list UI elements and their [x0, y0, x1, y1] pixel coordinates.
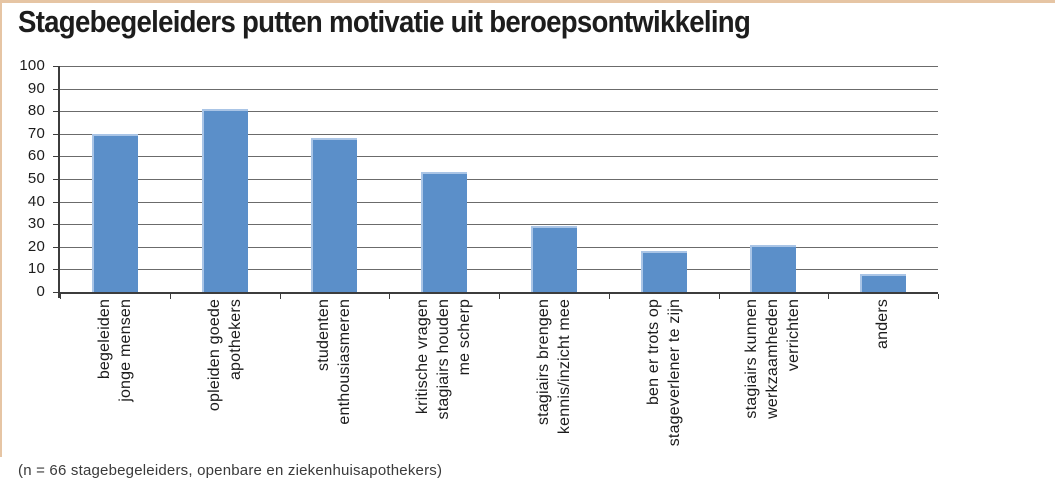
x-axis-label-2: opleiden goede apothekers	[205, 299, 244, 412]
y-axis-tick	[53, 292, 60, 293]
page-border-top	[0, 0, 1055, 3]
y-axis-tick	[53, 134, 60, 135]
y-axis-tick-label: 60	[27, 147, 45, 164]
gridline-60	[60, 156, 938, 157]
chart-title-text: Stagebegeleiders putten motivatie uit be…	[18, 4, 751, 39]
y-axis-tick	[53, 269, 60, 270]
y-axis-tick-label: 20	[27, 238, 45, 255]
x-axis-tick	[609, 294, 610, 299]
gridline-40	[60, 202, 938, 203]
bar-2	[201, 109, 248, 292]
x-axis-label-1: begeleiden jonge mensen	[95, 299, 134, 402]
y-axis-tick-label: 90	[27, 80, 45, 97]
x-axis-label-7: stagiairs kunnen werkzaamheden verrichte…	[743, 299, 803, 419]
y-axis-tick-label: 70	[27, 125, 45, 142]
y-axis-tick-label: 10	[27, 260, 45, 277]
gridline-20	[60, 247, 938, 248]
gridline-30	[60, 224, 938, 225]
bar-8	[860, 274, 907, 292]
x-axis-label-4: kritische vragen stagiairs houden me sch…	[414, 299, 474, 420]
y-axis-tick	[53, 156, 60, 157]
x-axis-tick	[60, 294, 61, 299]
x-axis-tick	[719, 294, 720, 299]
bar-1	[91, 134, 138, 292]
x-axis-label-6: ben er trots op stageverlener te zijn	[644, 299, 683, 447]
page-border-left	[0, 0, 2, 457]
y-axis-tick	[53, 224, 60, 225]
y-axis-tick	[53, 89, 60, 90]
bar-7	[750, 245, 797, 292]
y-axis-tick	[53, 247, 60, 248]
x-axis-tick	[170, 294, 171, 299]
y-axis-tick	[53, 202, 60, 203]
y-axis-tick	[53, 179, 60, 180]
y-axis-tick-label: 50	[27, 170, 45, 187]
y-axis-line	[58, 66, 60, 298]
y-axis-tick-label: 40	[27, 193, 45, 210]
x-axis-tick	[389, 294, 390, 299]
x-axis-tick	[499, 294, 500, 299]
chart-footnote: (n = 66 stagebegeleiders, openbare en zi…	[18, 462, 443, 479]
x-axis-line	[60, 292, 938, 294]
y-axis-tick	[53, 111, 60, 112]
y-axis-tick	[53, 66, 60, 67]
x-axis-tick	[938, 294, 939, 299]
bar-6	[640, 251, 687, 292]
y-axis-tick-label: 80	[27, 102, 45, 119]
gridline-50	[60, 179, 938, 180]
x-axis-tick	[280, 294, 281, 299]
x-axis-label-5: stagiairs brengen kennis/inzicht mee	[534, 299, 573, 435]
x-axis-label-3: studenten enthousiasmeren	[315, 299, 354, 425]
bar-3	[311, 138, 358, 292]
gridline-10	[60, 269, 938, 270]
chart-title: Stagebegeleiders putten motivatie uit be…	[18, 4, 841, 40]
bar-4	[421, 172, 468, 292]
x-axis-tick	[828, 294, 829, 299]
y-axis-tick-label: 100	[19, 57, 45, 74]
x-axis-label-8: anders	[874, 299, 892, 350]
bar-5	[530, 226, 577, 292]
y-axis-tick-label: 30	[27, 215, 45, 232]
gridline-90	[60, 89, 938, 90]
gridline-70	[60, 134, 938, 135]
gridline-100	[60, 66, 938, 67]
gridline-80	[60, 111, 938, 112]
y-axis-tick-label: 0	[36, 283, 45, 300]
